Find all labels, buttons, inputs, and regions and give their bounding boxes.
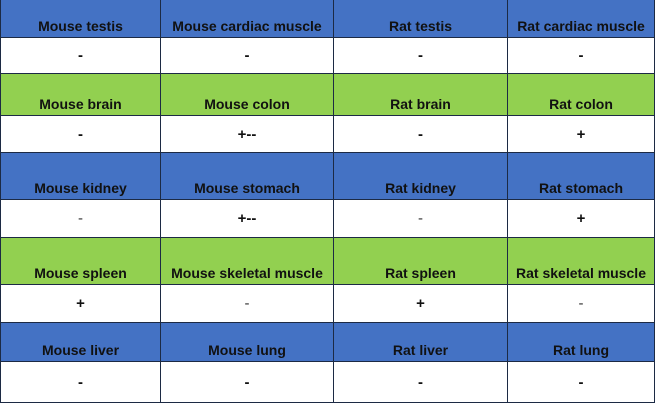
header-cell-mouse-stomach: Mouse stomach bbox=[161, 153, 334, 200]
header-cell-rat-stomach: Rat stomach bbox=[508, 153, 655, 200]
value-cell-rat-skeletal-muscle: - bbox=[508, 285, 655, 323]
header-cell-rat-brain: Rat brain bbox=[334, 74, 508, 116]
header-cell-rat-spleen: Rat spleen bbox=[334, 238, 508, 285]
value-cell-mouse-kidney: - bbox=[0, 200, 161, 238]
value-cell-mouse-spleen: + bbox=[0, 285, 161, 323]
value-cell-mouse-stomach: +-- bbox=[161, 200, 334, 238]
header-cell-mouse-brain: Mouse brain bbox=[0, 74, 161, 116]
value-cell-rat-cardiac-muscle: - bbox=[508, 38, 655, 74]
header-cell-mouse-kidney: Mouse kidney bbox=[0, 153, 161, 200]
value-cell-rat-lung: - bbox=[508, 362, 655, 403]
header-cell-rat-lung: Rat lung bbox=[508, 323, 655, 362]
header-cell-rat-testis: Rat testis bbox=[334, 0, 508, 38]
value-cell-mouse-brain: - bbox=[0, 116, 161, 153]
header-cell-rat-liver: Rat liver bbox=[334, 323, 508, 362]
header-cell-mouse-skeletal-muscle: Mouse skeletal muscle bbox=[161, 238, 334, 285]
value-cell-rat-colon: + bbox=[508, 116, 655, 153]
value-cell-mouse-testis: - bbox=[0, 38, 161, 74]
value-cell-rat-stomach: + bbox=[508, 200, 655, 238]
header-cell-rat-kidney: Rat kidney bbox=[334, 153, 508, 200]
header-cell-rat-skeletal-muscle: Rat skeletal muscle bbox=[508, 238, 655, 285]
value-cell-mouse-lung: - bbox=[161, 362, 334, 403]
header-cell-rat-colon: Rat colon bbox=[508, 74, 655, 116]
value-cell-rat-spleen: + bbox=[334, 285, 508, 323]
header-cell-mouse-cardiac-muscle: Mouse cardiac muscle bbox=[161, 0, 334, 38]
value-cell-rat-liver: - bbox=[334, 362, 508, 403]
value-cell-rat-brain: - bbox=[334, 116, 508, 153]
value-cell-mouse-cardiac-muscle: - bbox=[161, 38, 334, 74]
header-cell-mouse-testis: Mouse testis bbox=[0, 0, 161, 38]
header-cell-mouse-lung: Mouse lung bbox=[161, 323, 334, 362]
value-cell-mouse-skeletal-muscle: - bbox=[161, 285, 334, 323]
value-cell-rat-kidney: - bbox=[334, 200, 508, 238]
value-cell-rat-testis: - bbox=[334, 38, 508, 74]
header-cell-mouse-spleen: Mouse spleen bbox=[0, 238, 161, 285]
value-cell-mouse-colon: +-- bbox=[161, 116, 334, 153]
header-cell-mouse-liver: Mouse liver bbox=[0, 323, 161, 362]
value-cell-mouse-liver: - bbox=[0, 362, 161, 403]
header-cell-mouse-colon: Mouse colon bbox=[161, 74, 334, 116]
header-cell-rat-cardiac-muscle: Rat cardiac muscle bbox=[508, 0, 655, 38]
